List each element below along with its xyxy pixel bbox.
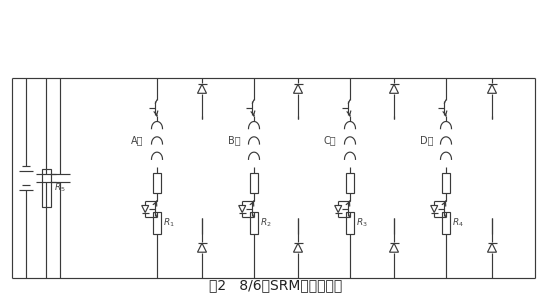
Text: $R_1$: $R_1$	[163, 217, 175, 229]
Text: D相: D相	[420, 135, 433, 145]
Text: 图2   8/6极SRM电路结构图: 图2 8/6极SRM电路结构图	[209, 278, 343, 292]
Text: $R_4$: $R_4$	[452, 217, 464, 229]
Text: $R_2$: $R_2$	[260, 217, 272, 229]
Bar	[153, 173, 161, 193]
Bar	[41, 169, 50, 207]
Bar	[346, 212, 354, 234]
Bar	[250, 173, 258, 193]
Bar	[250, 212, 258, 234]
Bar	[153, 212, 161, 234]
Bar	[442, 173, 450, 193]
Text: A相: A相	[131, 135, 144, 145]
Text: C相: C相	[324, 135, 337, 145]
Bar	[346, 173, 354, 193]
Bar	[442, 212, 450, 234]
Text: $R_3$: $R_3$	[356, 217, 368, 229]
Text: B相: B相	[228, 135, 241, 145]
Text: $R_5$: $R_5$	[54, 182, 66, 194]
